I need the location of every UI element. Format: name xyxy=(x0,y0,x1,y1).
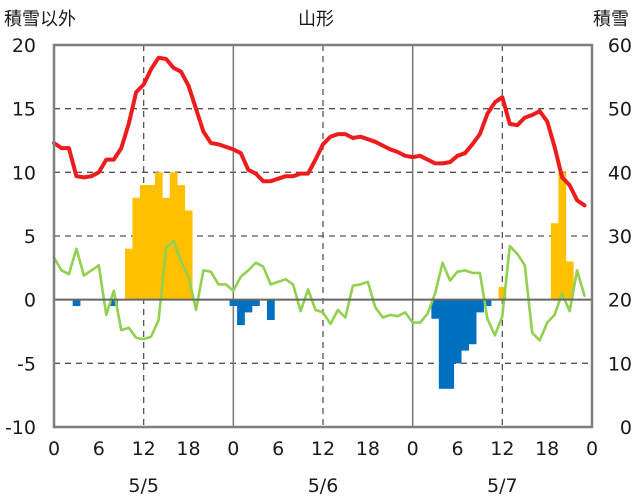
x-hour-label: 12 xyxy=(311,438,335,460)
bar xyxy=(124,248,133,300)
left-tick-label: -5 xyxy=(17,353,36,375)
left-tick-label: 0 xyxy=(24,290,36,312)
bar xyxy=(438,299,447,389)
bar xyxy=(154,172,163,300)
bar xyxy=(266,299,275,321)
bar xyxy=(498,286,507,300)
left-tick-label: 10 xyxy=(12,162,36,184)
bar xyxy=(565,261,574,300)
x-hour-label: 6 xyxy=(272,438,284,460)
bar xyxy=(461,299,470,351)
right-tick-label: 10 xyxy=(608,353,632,375)
bar xyxy=(132,197,141,300)
x-hour-label: 12 xyxy=(132,438,156,460)
lines xyxy=(52,55,587,342)
bar xyxy=(446,299,455,389)
bar xyxy=(184,210,193,300)
x-hour-label: 6 xyxy=(451,438,463,460)
right-tick-label: 20 xyxy=(608,290,632,312)
chart-title: 山形 xyxy=(298,9,334,30)
bar xyxy=(169,172,178,300)
bar xyxy=(453,299,462,364)
x-date-label: 5/5 xyxy=(128,475,159,497)
bar xyxy=(147,185,156,300)
right-tick-label: 40 xyxy=(608,162,632,184)
plot-border xyxy=(52,43,594,429)
bar xyxy=(177,185,186,300)
bar xyxy=(252,299,260,307)
left-tick-label: 15 xyxy=(12,99,36,121)
x-hour-label: 18 xyxy=(176,438,200,460)
x-hour-label: 0 xyxy=(227,438,239,460)
left-tick-label: 5 xyxy=(24,226,36,248)
bar xyxy=(72,299,81,307)
bar xyxy=(244,299,253,313)
right-tick-label: 50 xyxy=(608,99,632,121)
bar xyxy=(237,299,245,326)
left-tick-label: 20 xyxy=(12,35,36,57)
x-hour-label: 12 xyxy=(490,438,514,460)
left-tick-label: -10 xyxy=(5,417,36,439)
x-date-label: 5/6 xyxy=(308,475,339,497)
left-axis-title: 積雪以外 xyxy=(4,9,76,30)
bars xyxy=(72,172,574,389)
grid xyxy=(54,45,592,427)
x-hour-label: 6 xyxy=(93,438,105,460)
bar xyxy=(558,172,567,300)
x-hour-label: 18 xyxy=(356,438,380,460)
bar xyxy=(229,299,238,307)
right-tick-label: 30 xyxy=(608,226,632,248)
right-axis-title: 積雪 xyxy=(593,9,629,30)
right-tick-label: 0 xyxy=(620,417,632,439)
x-hour-label: 0 xyxy=(407,438,419,460)
red-line xyxy=(52,55,587,208)
bar xyxy=(431,299,440,319)
bar xyxy=(468,299,477,345)
plot-frame xyxy=(52,43,594,429)
bar xyxy=(550,223,559,300)
bar xyxy=(110,299,118,307)
x-hour-label: 0 xyxy=(48,438,60,460)
right-tick-label: 60 xyxy=(608,35,632,57)
x-date-label: 5/7 xyxy=(487,475,518,497)
bar xyxy=(483,299,492,307)
bar xyxy=(476,299,484,313)
green-line xyxy=(52,239,586,342)
x-hour-label: 0 xyxy=(586,438,598,460)
x-hour-label: 18 xyxy=(535,438,559,460)
bar xyxy=(139,185,148,300)
